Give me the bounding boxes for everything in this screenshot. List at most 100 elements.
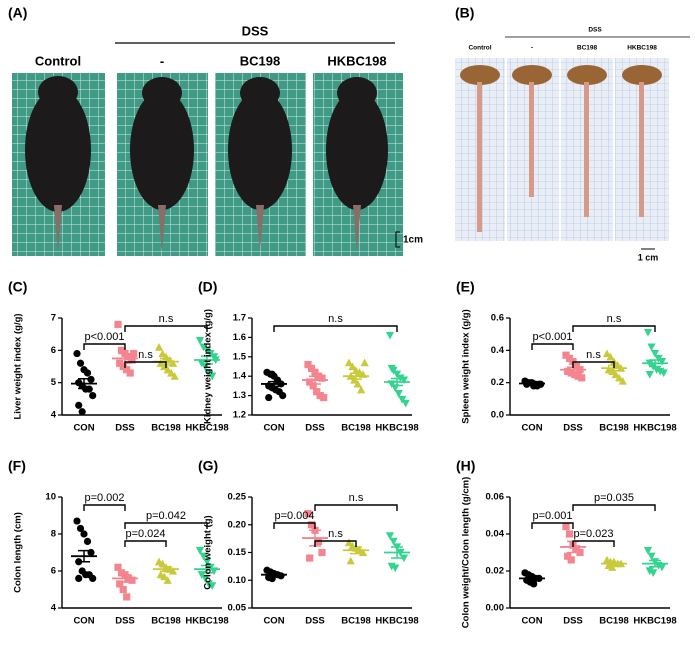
point xyxy=(307,521,316,529)
tail xyxy=(158,205,166,252)
x-tick-label: HKBC198 xyxy=(375,423,418,434)
panel-a: (A) DSS Control - BC198 HKBC198 1cm xyxy=(8,5,423,256)
error-bar xyxy=(268,380,280,388)
y-tick-label: 1.2 xyxy=(233,410,246,421)
y-tick-label: 4 xyxy=(51,410,57,421)
significance-label: p=0.004 xyxy=(274,510,314,522)
column-label: HKBC198 xyxy=(327,53,386,68)
point xyxy=(647,552,656,561)
point xyxy=(306,378,314,386)
point xyxy=(87,375,95,384)
significance-label: p<0.001 xyxy=(532,331,572,343)
mouse xyxy=(130,90,194,210)
point xyxy=(195,547,205,555)
point xyxy=(75,574,83,583)
error-bar xyxy=(160,566,172,573)
point xyxy=(75,401,83,409)
error-bar xyxy=(201,564,213,574)
point xyxy=(643,328,653,337)
point xyxy=(307,364,316,373)
point xyxy=(649,569,658,577)
point xyxy=(564,552,572,560)
significance-bracket xyxy=(314,504,398,511)
panel-label: (E) xyxy=(456,279,475,295)
y-axis-label: Colon weight (g) xyxy=(203,515,214,589)
point xyxy=(208,372,217,381)
error-bar xyxy=(350,372,362,380)
point xyxy=(114,320,122,329)
colon-photos xyxy=(455,58,669,241)
point xyxy=(76,359,85,367)
significance-label: p<0.001 xyxy=(84,331,124,343)
y-tick-label: 1.7 xyxy=(233,313,246,324)
point xyxy=(360,358,369,367)
point xyxy=(389,537,398,546)
point xyxy=(195,337,205,345)
colon xyxy=(477,82,482,232)
error-bar xyxy=(608,561,620,566)
y-tick-label: 0.6 xyxy=(491,313,504,324)
mouse-head xyxy=(240,77,280,109)
error-bar xyxy=(391,546,403,559)
charts: (C) 4 5 6 7 Liver weight index (g/g) CON DSS BC1… xyxy=(8,279,677,629)
x-tick-label: BC198 xyxy=(151,423,181,434)
y-axis-label: Kidney weight index (g/g) xyxy=(203,309,214,424)
x-tick-label: DSS xyxy=(563,423,583,434)
panel-label: (D) xyxy=(198,279,217,295)
significance-bracket xyxy=(273,522,316,529)
point xyxy=(391,564,400,573)
colon xyxy=(639,82,644,217)
x-tick-label: HKBC198 xyxy=(633,616,676,627)
error-bar xyxy=(649,559,661,568)
significance-bracket xyxy=(572,540,615,547)
point xyxy=(606,352,615,361)
point xyxy=(73,517,81,525)
point xyxy=(208,582,217,590)
error-bar xyxy=(201,355,213,365)
x-tick-label: DSS xyxy=(115,423,135,434)
significance-bracket xyxy=(531,522,574,529)
cecum xyxy=(567,65,607,85)
chart: (E) 0.0 0.2 0.4 0.6 Spleen weight index (g/g)… xyxy=(456,279,677,434)
point xyxy=(530,580,538,588)
y-tick-label: 0.2 xyxy=(491,377,504,388)
point xyxy=(123,593,131,601)
point xyxy=(398,395,407,404)
mouse-head xyxy=(142,77,182,109)
point xyxy=(83,369,92,377)
y-axis-label: Spleen weight index (g/g) xyxy=(461,309,472,424)
point xyxy=(80,530,88,538)
y-tick-label: 0.15 xyxy=(228,547,247,558)
point xyxy=(578,374,586,382)
mouse xyxy=(228,90,292,210)
column-label: BC198 xyxy=(577,45,598,52)
column-label: BC198 xyxy=(240,53,280,68)
y-tick-label: 0.06 xyxy=(486,492,505,503)
point xyxy=(154,343,164,351)
y-tick-label: 10 xyxy=(45,492,56,503)
x-tick-label: CON xyxy=(263,616,284,627)
error-bar xyxy=(309,375,321,385)
column-label: Control xyxy=(35,53,81,68)
point xyxy=(643,547,653,555)
scale-bar xyxy=(395,231,400,248)
point xyxy=(318,374,326,382)
group-label: DSS xyxy=(588,27,602,34)
point xyxy=(201,362,210,371)
y-tick-label: 7 xyxy=(51,313,56,324)
x-tick-label: DSS xyxy=(115,616,135,627)
panel-label: (C) xyxy=(8,279,27,295)
point xyxy=(116,580,124,588)
significance-bracket xyxy=(83,504,126,511)
point xyxy=(130,349,138,358)
point xyxy=(385,331,395,340)
significance-bracket xyxy=(124,522,208,529)
point xyxy=(158,559,167,568)
point xyxy=(158,349,167,358)
chart: (C) 4 5 6 7 Liver weight index (g/g) CON DSS BC1… xyxy=(8,279,229,434)
point xyxy=(657,358,667,366)
point xyxy=(202,558,212,566)
column-label: - xyxy=(160,53,164,68)
point xyxy=(163,365,172,374)
